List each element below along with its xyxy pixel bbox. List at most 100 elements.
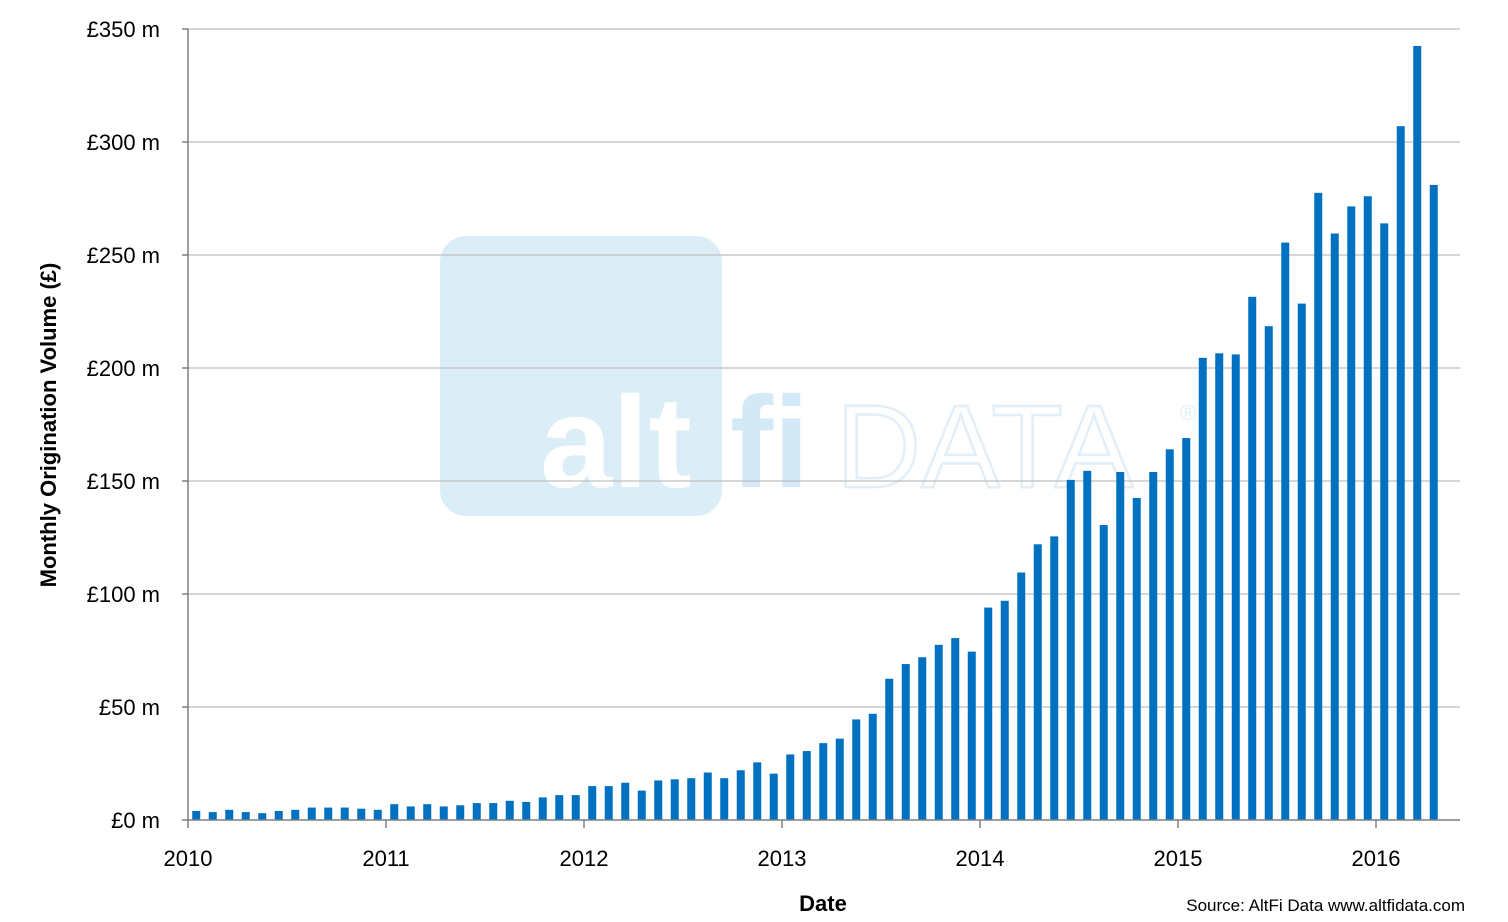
y-tick-label: £300 m bbox=[87, 130, 160, 155]
bar bbox=[1231, 354, 1240, 820]
bar bbox=[1182, 438, 1191, 820]
bar bbox=[819, 743, 828, 820]
y-tick-labels: £0 m £50 m £100 m £150 m £200 m £250 m £300 m £… bbox=[87, 17, 160, 833]
bar bbox=[835, 738, 844, 820]
y-tick-label: £350 m bbox=[87, 17, 160, 42]
bar bbox=[555, 795, 564, 820]
bar bbox=[1033, 544, 1042, 820]
bar bbox=[340, 807, 349, 820]
bar bbox=[637, 790, 646, 820]
axes bbox=[182, 28, 1460, 828]
x-tick-label: 2014 bbox=[956, 846, 1005, 871]
bar bbox=[1116, 471, 1125, 820]
bar bbox=[1281, 242, 1290, 820]
bar bbox=[1198, 357, 1207, 820]
y-tick-label: £0 m bbox=[111, 808, 160, 833]
bar bbox=[951, 638, 960, 820]
x-tick-labels: 2010 2011 2012 2013 2014 2015 2016 bbox=[164, 846, 1401, 871]
bar bbox=[324, 807, 333, 820]
y-axis-title: Monthly Origination Volume (£) bbox=[36, 263, 61, 588]
bar bbox=[604, 786, 613, 820]
bar bbox=[489, 803, 498, 820]
bar bbox=[901, 664, 910, 820]
bar bbox=[1000, 600, 1009, 820]
bar bbox=[522, 801, 531, 820]
watermark-fi-text: fi bbox=[730, 369, 809, 515]
bar bbox=[868, 713, 877, 820]
bar bbox=[505, 800, 514, 820]
y-tick-label: £50 m bbox=[99, 695, 160, 720]
bar bbox=[967, 651, 976, 820]
bar bbox=[1066, 479, 1075, 820]
bar bbox=[1314, 192, 1323, 821]
bar bbox=[1149, 471, 1158, 820]
bar bbox=[1017, 572, 1026, 820]
bar bbox=[423, 804, 432, 820]
y-tick-label: £200 m bbox=[87, 356, 160, 381]
bar bbox=[918, 657, 927, 820]
watermark-alt-text: alt bbox=[540, 369, 692, 515]
bar bbox=[1050, 536, 1059, 820]
bar bbox=[1165, 449, 1174, 820]
x-tick-label: 2012 bbox=[560, 846, 609, 871]
bar bbox=[802, 751, 811, 820]
bar bbox=[852, 719, 861, 820]
altfi-watermark: alt fi DATA ® bbox=[440, 236, 1196, 516]
gridlines bbox=[188, 28, 1460, 708]
bar bbox=[687, 778, 696, 820]
source-note: Source: AltFi Data www.altfidata.com bbox=[1186, 896, 1465, 915]
bar bbox=[1413, 45, 1422, 820]
watermark-registered-mark: ® bbox=[1180, 400, 1196, 425]
bar bbox=[208, 812, 217, 820]
bar bbox=[588, 786, 597, 820]
x-tick-label: 2016 bbox=[1352, 846, 1401, 871]
bar bbox=[373, 809, 382, 820]
y-tick-label: £150 m bbox=[87, 469, 160, 494]
bar bbox=[670, 779, 679, 820]
bar bbox=[472, 803, 481, 820]
x-tick-label: 2011 bbox=[362, 846, 409, 871]
x-tick-label: 2013 bbox=[758, 846, 807, 871]
bar bbox=[1132, 497, 1141, 820]
bar bbox=[390, 804, 399, 820]
bar bbox=[1347, 206, 1356, 820]
bar bbox=[571, 795, 580, 820]
bar bbox=[885, 678, 894, 820]
bar bbox=[736, 770, 745, 820]
bar bbox=[192, 810, 201, 820]
bar bbox=[291, 809, 300, 820]
bar bbox=[654, 780, 663, 820]
bar bbox=[357, 808, 366, 820]
bar bbox=[1330, 233, 1339, 820]
bar bbox=[621, 782, 630, 820]
bar bbox=[1429, 184, 1438, 820]
bar bbox=[1380, 223, 1389, 821]
bar bbox=[720, 778, 729, 820]
bar bbox=[1248, 296, 1257, 820]
bar bbox=[1099, 525, 1108, 820]
bar bbox=[1396, 126, 1405, 821]
bar bbox=[439, 806, 448, 820]
bar bbox=[769, 773, 778, 820]
bar bbox=[984, 607, 993, 820]
bar bbox=[258, 813, 267, 820]
x-tick-label: 2015 bbox=[1154, 846, 1203, 871]
y-tick-label: £250 m bbox=[87, 243, 160, 268]
y-tick-label: £100 m bbox=[87, 582, 160, 607]
bar bbox=[786, 754, 795, 820]
bar bbox=[274, 810, 283, 820]
bar bbox=[753, 762, 762, 820]
x-axis-title: Date bbox=[799, 891, 847, 916]
bar bbox=[538, 797, 547, 820]
bars bbox=[192, 45, 1438, 821]
bar bbox=[934, 644, 943, 820]
bar bbox=[307, 807, 316, 820]
bar bbox=[1083, 470, 1092, 820]
bar bbox=[1215, 353, 1224, 820]
bar bbox=[1363, 196, 1372, 821]
watermark-tile bbox=[440, 236, 722, 516]
bar bbox=[406, 806, 415, 820]
bar bbox=[456, 805, 465, 820]
bar bbox=[1297, 303, 1306, 821]
